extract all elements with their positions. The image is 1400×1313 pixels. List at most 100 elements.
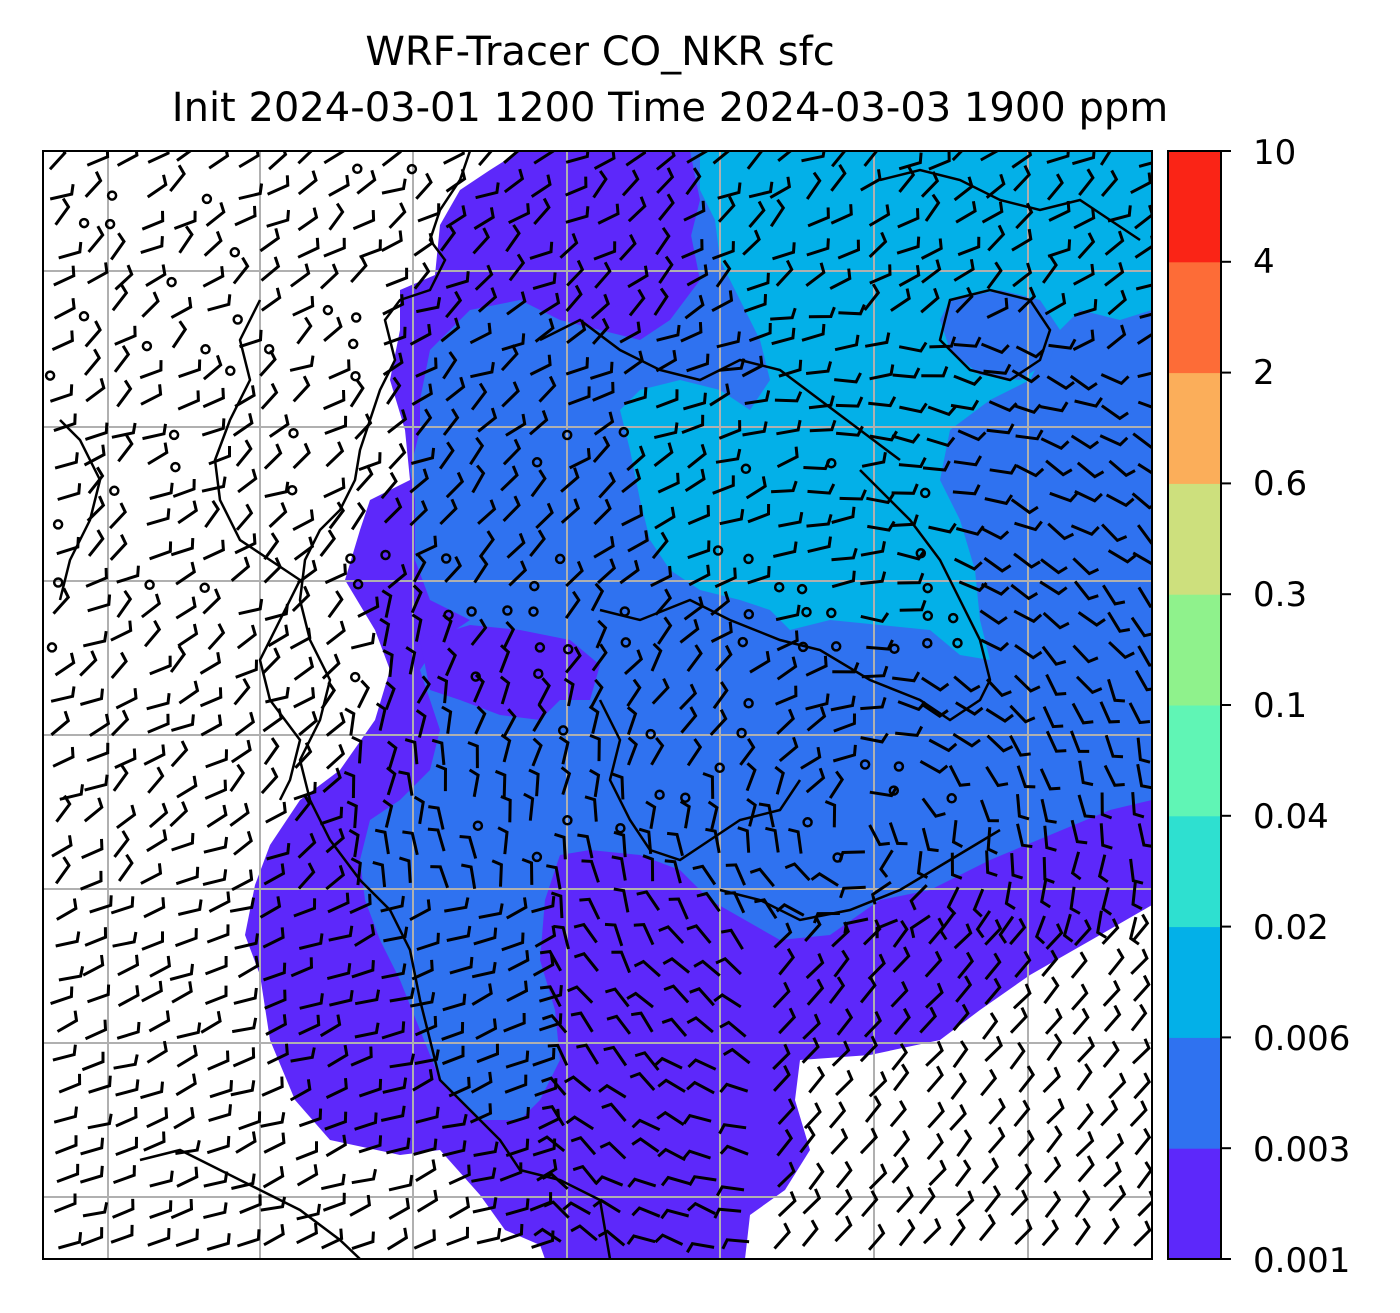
wind-barb xyxy=(114,264,134,291)
wind-barb xyxy=(235,439,253,467)
wind-barb xyxy=(54,197,71,226)
wind-barb xyxy=(379,617,391,647)
wind-barb xyxy=(176,1044,198,1068)
wind-barb xyxy=(566,259,585,287)
wind-barb xyxy=(497,826,509,855)
wind-barb xyxy=(382,294,405,316)
wind-barb xyxy=(446,925,472,942)
wind-barb xyxy=(204,499,221,528)
calm-wind-circle xyxy=(44,370,56,381)
wind-barb xyxy=(53,1106,78,1124)
wind-barb xyxy=(143,619,162,648)
wind-barb xyxy=(668,897,689,920)
wind-barb xyxy=(142,423,167,441)
wind-barb xyxy=(234,933,259,950)
wind-barb xyxy=(381,151,402,167)
wind-barb xyxy=(502,495,521,522)
wind-barb xyxy=(1101,887,1113,916)
wind-barb xyxy=(503,708,517,737)
wind-barb xyxy=(627,1177,657,1188)
wind-barb xyxy=(1010,1189,1029,1217)
wind-barb xyxy=(147,151,170,164)
wind-barb xyxy=(116,565,140,584)
colorbar-segment-9 xyxy=(1168,151,1221,263)
wind-barb xyxy=(532,1047,556,1067)
wind-barb xyxy=(1073,298,1098,317)
wind-barb xyxy=(832,744,857,763)
wind-barb xyxy=(1044,292,1067,316)
wind-barb xyxy=(382,799,394,828)
wind-barb xyxy=(742,421,768,437)
wind-barb xyxy=(442,1113,468,1129)
wind-barb xyxy=(442,993,467,1012)
wind-barb xyxy=(986,261,1003,290)
wind-barb xyxy=(1043,825,1057,852)
wind-barb xyxy=(349,893,372,915)
wind-barb xyxy=(1070,524,1100,536)
wind-barb xyxy=(82,630,108,648)
wind-barb xyxy=(896,236,921,255)
wind-barb xyxy=(83,348,102,376)
wind-barb xyxy=(986,297,1009,319)
wind-barb xyxy=(618,234,637,261)
wind-barb xyxy=(351,960,375,979)
wind-barb xyxy=(869,786,898,798)
wind-barb xyxy=(953,176,974,202)
wind-barb xyxy=(650,642,663,672)
wind-barb xyxy=(238,598,264,616)
wind-barb xyxy=(547,1043,569,1067)
wind-barb xyxy=(636,890,661,911)
wind-barb xyxy=(178,680,200,705)
wind-barb xyxy=(777,1191,797,1218)
wind-barb xyxy=(657,1147,686,1162)
wind-barb xyxy=(204,779,228,800)
calm-wind-circle xyxy=(406,163,418,175)
wind-barb xyxy=(1074,397,1103,408)
wind-barb xyxy=(801,323,826,342)
wind-barb xyxy=(264,603,289,621)
wind-barb xyxy=(834,334,860,352)
wind-barb xyxy=(687,505,711,526)
wind-barb xyxy=(319,806,344,826)
wind-barb xyxy=(686,353,710,373)
wind-barb xyxy=(681,239,704,259)
wind-barb xyxy=(1104,230,1125,256)
wind-barb xyxy=(592,1198,621,1214)
wind-barb xyxy=(553,924,570,950)
wind-barb xyxy=(292,442,311,470)
wind-barb xyxy=(562,1201,591,1216)
wind-barb xyxy=(745,762,757,792)
wind-barb xyxy=(232,1047,256,1068)
wind-barb xyxy=(611,855,627,881)
wind-barb xyxy=(592,435,611,463)
wind-barb xyxy=(448,1076,471,1098)
wind-barb xyxy=(1012,403,1042,415)
wind-barb xyxy=(297,207,319,232)
wind-barb xyxy=(869,264,892,285)
wind-barb xyxy=(50,710,71,736)
wind-barb xyxy=(263,863,286,886)
wind-barb xyxy=(570,1224,598,1242)
wind-barb xyxy=(505,1050,530,1069)
wind-barb xyxy=(506,1106,530,1126)
wind-barb xyxy=(446,1226,469,1247)
wind-barb xyxy=(201,418,226,437)
wind-barb xyxy=(52,746,75,768)
wind-barb xyxy=(1132,974,1151,1002)
wind-barb xyxy=(1108,1184,1127,1212)
tracer-region-0.003-hole xyxy=(940,290,1060,380)
wind-barb xyxy=(1014,1163,1033,1191)
wind-barb xyxy=(1107,289,1127,316)
wind-barb xyxy=(807,483,836,495)
wind-barb xyxy=(87,1113,113,1130)
wind-barb xyxy=(604,922,624,947)
wind-barb xyxy=(415,408,433,437)
wind-barb xyxy=(266,175,290,196)
wind-barb xyxy=(715,259,732,288)
wind-barb xyxy=(1103,1161,1122,1188)
wind-barb xyxy=(801,1037,820,1064)
wind-barb xyxy=(563,1075,592,1093)
calm-wind-circle xyxy=(533,668,544,679)
wind-barb xyxy=(627,530,649,553)
wind-barb xyxy=(229,763,246,792)
